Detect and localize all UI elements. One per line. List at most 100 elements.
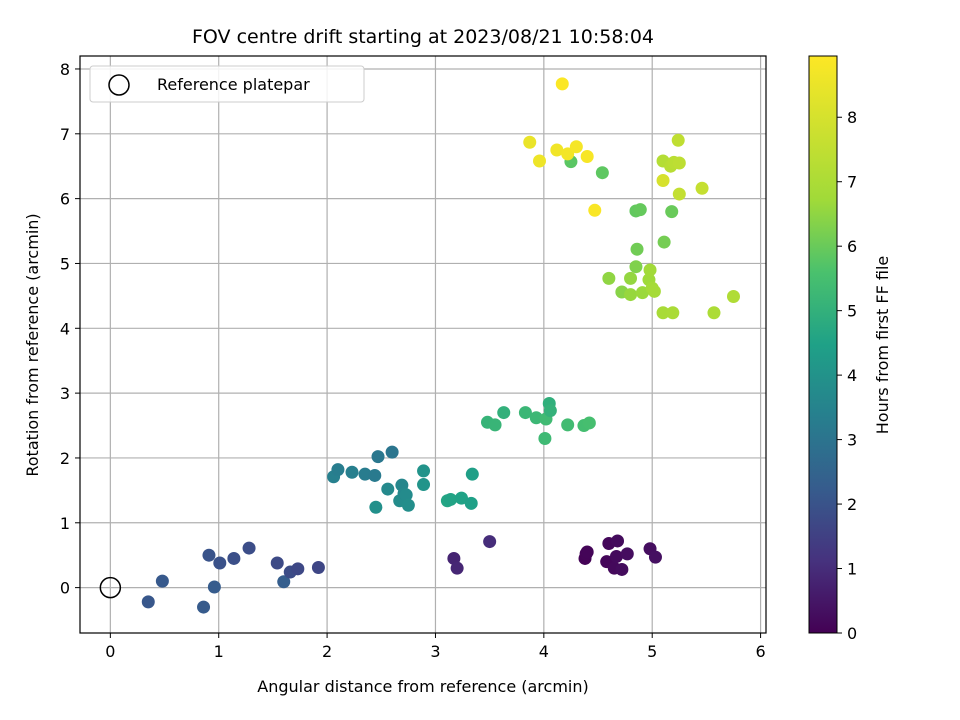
x-tick-label: 4 [539, 642, 549, 661]
data-point [497, 406, 511, 420]
data-point [155, 574, 169, 588]
colorbar-label: Hours from first FF file [873, 256, 892, 435]
data-point [242, 541, 256, 555]
data-point [671, 133, 685, 147]
data-point [588, 203, 602, 217]
colorbar-tick-label: 4 [847, 366, 857, 385]
data-point [227, 551, 241, 565]
legend-box [89, 65, 365, 103]
x-tick-label: 0 [105, 642, 115, 661]
data-point [629, 260, 643, 274]
reference-platepar-marker [99, 576, 122, 599]
data-point [561, 418, 575, 432]
data-point [488, 418, 502, 432]
y-tick-label: 6 [60, 190, 70, 209]
data-point [633, 203, 647, 217]
data-point [657, 235, 671, 249]
data-point [620, 547, 634, 561]
data-point [656, 173, 670, 187]
data-point [672, 156, 686, 170]
colorbar-tick-label: 1 [847, 560, 857, 579]
legend-marker-circle-icon [108, 74, 130, 96]
x-tick-label: 2 [322, 642, 332, 661]
y-tick-label: 8 [60, 60, 70, 79]
data-point [213, 556, 227, 570]
data-point [417, 478, 431, 492]
chart-title: FOV centre drift starting at 2023/08/21 … [192, 26, 654, 48]
y-tick-label: 4 [60, 319, 70, 338]
colorbar-tick-label: 5 [847, 302, 857, 321]
y-axis-label: Rotation from reference (arcmin) [23, 213, 42, 476]
data-point [611, 534, 625, 548]
data-point [624, 288, 638, 302]
scatter-points [141, 77, 740, 614]
data-point [550, 143, 564, 157]
grid-lines [80, 56, 766, 633]
data-point [609, 549, 623, 563]
data-point [595, 166, 609, 180]
colorbar: 0 1 2 3 4 5 6 7 8 Hours from first FF file [808, 55, 892, 643]
data-point [555, 77, 569, 91]
data-point [707, 306, 721, 320]
data-point [464, 496, 478, 510]
data-point [580, 545, 594, 559]
data-point [569, 140, 583, 154]
data-point [624, 271, 638, 285]
data-point [543, 404, 557, 418]
data-point [454, 491, 468, 505]
colorbar-tick-label: 2 [847, 495, 857, 514]
data-point [529, 411, 543, 425]
legend-entry-reference-platepar: Reference platepar [157, 75, 310, 94]
colorbar-gradient [808, 55, 838, 634]
data-point [580, 149, 594, 163]
data-point [371, 450, 385, 464]
data-point [331, 463, 345, 477]
data-point [561, 147, 575, 161]
data-point [444, 492, 458, 506]
data-point [533, 154, 547, 168]
data-point [381, 482, 395, 496]
data-point [358, 467, 372, 481]
data-point [518, 406, 532, 420]
data-point [197, 600, 211, 614]
data-point [368, 468, 382, 482]
y-tick-label: 3 [60, 384, 70, 403]
data-point [615, 562, 629, 576]
y-tick-label: 5 [60, 254, 70, 273]
legend: Reference platepar [89, 65, 365, 103]
data-point [369, 500, 383, 514]
data-point [483, 535, 497, 549]
colorbar-tick-label: 8 [847, 108, 857, 127]
data-point [582, 416, 596, 430]
y-tick-label: 7 [60, 125, 70, 144]
plot-area: 0 1 2 3 4 5 6 0 1 2 3 4 5 6 7 8 [60, 55, 767, 661]
data-point [695, 181, 709, 195]
x-tick-label: 5 [647, 642, 657, 661]
data-point [207, 580, 221, 594]
colorbar-tick-label: 7 [847, 173, 857, 192]
y-axis-ticks: 0 1 2 3 4 5 6 7 8 [60, 60, 80, 598]
data-point [666, 306, 680, 320]
data-point [465, 467, 479, 481]
x-axis-ticks: 0 1 2 3 4 5 6 [105, 633, 766, 661]
data-point [385, 445, 399, 459]
x-tick-label: 3 [430, 642, 440, 661]
data-point [277, 575, 291, 589]
data-point [635, 286, 649, 300]
data-point [141, 595, 155, 609]
colorbar-tick-label: 6 [847, 237, 857, 256]
data-point [202, 548, 216, 562]
data-point [538, 432, 552, 446]
data-point [602, 271, 616, 285]
x-tick-label: 1 [214, 642, 224, 661]
colorbar-tick-label: 3 [847, 431, 857, 450]
data-point [417, 464, 431, 478]
data-point [270, 556, 284, 570]
y-tick-label: 2 [60, 449, 70, 468]
data-point [656, 306, 670, 320]
y-tick-label: 1 [60, 514, 70, 533]
data-point [630, 242, 644, 256]
x-tick-label: 6 [755, 642, 765, 661]
data-point [648, 550, 662, 564]
